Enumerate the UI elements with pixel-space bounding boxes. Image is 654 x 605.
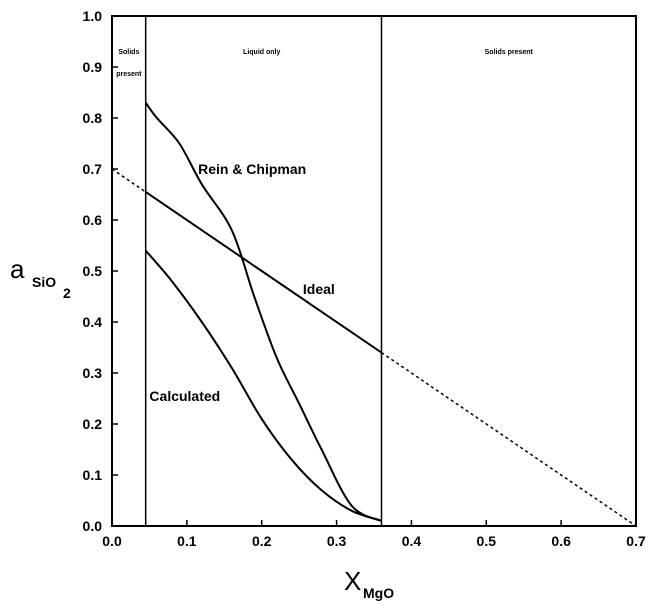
y-tick-label-6: 0.6 — [83, 212, 103, 228]
x-axis-label-sub: MgO — [363, 585, 394, 601]
ideal-dotted-extension-0 — [111, 168, 147, 193]
y-tick-label-5: 0.5 — [83, 263, 103, 279]
x-axis-label-main: X — [344, 566, 361, 596]
y-tick-label-2: 0.2 — [83, 416, 103, 432]
series-line-rein-chipman — [144, 102, 382, 522]
series-line-calculated — [144, 249, 382, 522]
y-axis-label-main: a — [10, 254, 25, 284]
region-label-2: Solids present — [485, 49, 534, 56]
y-axis-label-sub: SiO — [32, 274, 56, 290]
x-tick-label-3: 0.3 — [327, 533, 347, 549]
x-tick-label-5: 0.5 — [477, 533, 497, 549]
plot-frame — [111, 15, 637, 527]
x-tick-label-1: 0.1 — [177, 533, 197, 549]
series-label-ideal: Ideal — [303, 281, 335, 297]
series-label-calculated: Calculated — [149, 388, 220, 404]
text-layer: a SiO 2 X MgO — [10, 254, 394, 601]
series-label-rein-chipman: Rein & Chipman — [198, 161, 306, 177]
x-tick-label-6: 0.6 — [551, 533, 571, 549]
region-label-0-line2: present — [116, 71, 142, 78]
y-axis-label-sub2: 2 — [63, 285, 71, 301]
x-tick-label-4: 0.4 — [402, 533, 422, 549]
x-tick-label-7: 0.7 — [626, 533, 646, 549]
ideal-dotted-extension-1 — [381, 351, 637, 527]
y-tick-label-1: 0.1 — [83, 467, 103, 483]
y-tick-label-9: 0.9 — [83, 59, 103, 75]
y-tick-label-3: 0.3 — [83, 365, 103, 381]
x-tick-label-0: 0.0 — [102, 533, 122, 549]
plot-layer: 0.0 0.1 0.2 0.3 0.4 0.5 0.6 0.7 0.0 0.1 0.2 0.3 0.4 0… — [83, 8, 646, 549]
y-tick-label-4: 0.4 — [83, 314, 103, 330]
y-tick-label-8: 0.8 — [83, 110, 103, 126]
region-label-1: Liquid only — [243, 49, 280, 56]
y-axis-label: a — [10, 254, 25, 284]
x-tick-label-2: 0.2 — [252, 533, 272, 549]
y-tick-label-0: 0.0 — [83, 518, 103, 534]
y-tick-label-10: 1.0 — [83, 8, 103, 24]
y-tick-label-7: 0.7 — [83, 161, 103, 177]
series-line-ideal — [145, 191, 383, 354]
region-label-0: Solids — [118, 49, 139, 56]
